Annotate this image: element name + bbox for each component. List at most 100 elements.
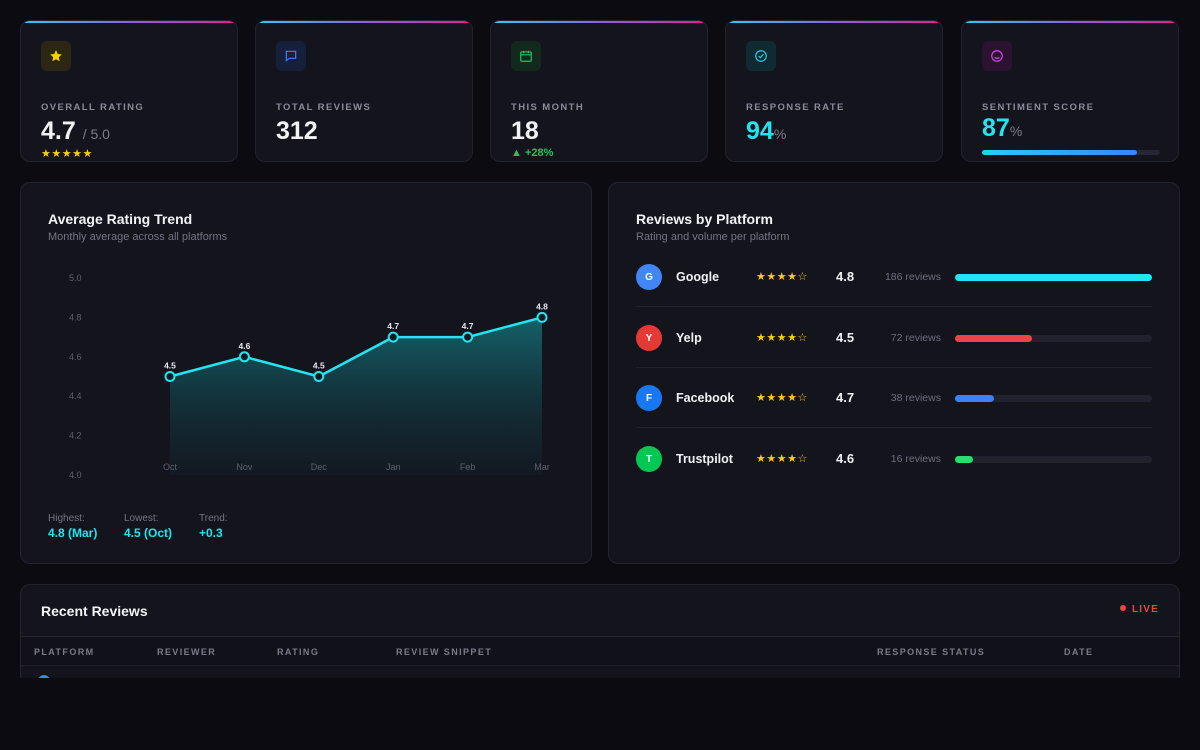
- platform-rating: 4.7: [836, 390, 855, 405]
- panel-title: Recent Reviews: [41, 603, 148, 619]
- kpi-this-month: This Month 18 ▲ +28%: [490, 20, 708, 162]
- kpi-value: 87%: [982, 114, 1022, 143]
- platform-count: 38 reviews: [890, 392, 941, 404]
- data-point: [313, 371, 325, 382]
- platform-row-google[interactable]: G Google ★★★★☆ 4.8 186 reviews: [636, 259, 1152, 295]
- stat-lowest: Lowest: 4.5 (Oct): [124, 513, 172, 540]
- platform-volume-fill: [955, 395, 995, 402]
- data-label: 4.8: [536, 301, 548, 311]
- stat-label: Trend:: [199, 513, 228, 524]
- data-point: [387, 331, 399, 343]
- data-label: 4.5: [164, 361, 176, 371]
- rating-trend-chart: 5.0 4.8 4.6 4.4 4.2 4.0 4.5 Oct 4.6 Nov 4.5 Dec 4.7 J…: [69, 273, 550, 480]
- platform-badge-icon: [38, 675, 50, 678]
- platform-row-trustpilot[interactable]: T Trustpilot ★★★★☆ 4.6 16 reviews: [636, 441, 1152, 477]
- platform-volume-bar: [955, 335, 1152, 342]
- platform-name: Trustpilot: [676, 452, 733, 466]
- row-divider: [636, 427, 1152, 428]
- kpi-label: This Month: [511, 102, 585, 113]
- platform-rating: 4.5: [836, 330, 855, 345]
- kpi-label: Overall Rating: [41, 102, 145, 113]
- kpi-value: 94%: [746, 117, 786, 146]
- table-header-row: [21, 637, 1179, 665]
- platform-row-facebook[interactable]: F Facebook ★★★★☆ 4.7 38 reviews: [636, 380, 1152, 416]
- panel-title: Reviews by Platform: [636, 211, 773, 227]
- kpi-sentiment-score: Sentiment Score 87%: [961, 20, 1179, 162]
- rating-suffix: / 5.0: [82, 126, 110, 142]
- x-tick-label: Dec: [311, 462, 328, 472]
- platform-stars: ★★★★☆: [756, 392, 808, 404]
- platform-row-yelp[interactable]: Y Yelp ★★★★☆ 4.5 72 reviews: [636, 320, 1152, 356]
- data-label: 4.5: [313, 361, 325, 371]
- check-circle-icon: [746, 41, 776, 71]
- platform-name: Google: [676, 270, 720, 284]
- data-point: [238, 351, 250, 363]
- card-accent-line: [21, 21, 237, 23]
- trend-area: [170, 317, 542, 475]
- x-tick-label: Oct: [163, 462, 178, 472]
- platform-rating: 4.8: [836, 269, 855, 284]
- sentiment-progress: [982, 150, 1160, 155]
- stat-value: 4.8 (Mar): [48, 526, 98, 540]
- header-divider: [21, 636, 1179, 637]
- platform-count: 186 reviews: [884, 271, 941, 283]
- chat-bubble-icon: [276, 41, 306, 71]
- platform-panel: Reviews by Platform Rating and volume pe…: [608, 182, 1180, 564]
- stat-trend: Trend: +0.3: [199, 513, 228, 540]
- y-tick-label: 4.2: [69, 431, 82, 441]
- data-label: 4.7: [387, 321, 399, 331]
- col-platform[interactable]: Platform: [34, 647, 95, 657]
- rating-stars: ★★★★★: [41, 148, 93, 160]
- smiley-icon: [982, 41, 1012, 71]
- platform-name: Facebook: [676, 391, 735, 405]
- recent-reviews-panel: Recent Reviews LIVE: [20, 584, 1180, 678]
- data-point: [164, 371, 176, 382]
- yelp-icon: Y: [636, 325, 662, 351]
- x-tick-label: Mar: [534, 462, 550, 472]
- y-tick-label: 4.0: [69, 470, 82, 480]
- live-dot-icon: [1119, 605, 1126, 611]
- y-tick-label: 5.0: [69, 273, 82, 283]
- data-point: [536, 311, 548, 323]
- month-change: ▲ +28%: [511, 147, 554, 159]
- live-label: LIVE: [1131, 604, 1159, 615]
- platform-rating: 4.6: [836, 451, 855, 466]
- platform-count: 16 reviews: [890, 453, 941, 465]
- row-divider: [636, 306, 1152, 307]
- platform-stars: ★★★★☆: [756, 332, 808, 344]
- rating-trend-panel: Average Rating Trend Monthly average acr…: [20, 182, 592, 564]
- rating-value: 4.7: [41, 117, 76, 145]
- col-date[interactable]: Date: [1064, 647, 1094, 657]
- card-accent-line: [256, 21, 472, 23]
- platform-volume-fill: [955, 274, 1152, 281]
- y-tick-label: 4.4: [69, 391, 82, 401]
- card-accent-line: [491, 21, 707, 23]
- col-review-snippet[interactable]: Review Snippet: [396, 647, 493, 657]
- col-rating[interactable]: Rating: [277, 647, 320, 657]
- sentiment-value: 87: [982, 114, 1010, 142]
- col-response-status[interactable]: Response Status: [877, 647, 986, 657]
- col-reviewer[interactable]: Reviewer: [157, 647, 217, 657]
- kpi-response-rate: Response Rate 94%: [725, 20, 943, 162]
- kpi-value: 4.7 / 5.0: [41, 117, 110, 146]
- stat-label: Lowest:: [124, 513, 159, 524]
- x-tick-label: Jan: [386, 462, 401, 472]
- kpi-value: 312: [276, 117, 318, 145]
- trend-line: [169, 316, 543, 378]
- x-tick-label: Feb: [460, 462, 476, 472]
- kpi-total-reviews: Total Reviews 312: [255, 20, 473, 162]
- platform-volume-bar: [955, 456, 1152, 463]
- data-label: 4.6: [238, 341, 250, 351]
- stat-highest: Highest: 4.8 (Mar): [48, 513, 97, 540]
- stat-value: +0.3: [199, 526, 223, 540]
- card-accent-line: [726, 21, 942, 23]
- y-tick-label: 4.6: [69, 352, 82, 362]
- response-suffix: %: [773, 126, 787, 142]
- platform-volume-fill: [955, 335, 1032, 342]
- star-icon: [41, 41, 71, 71]
- facebook-icon: F: [636, 385, 662, 411]
- x-tick-label: Nov: [236, 462, 253, 472]
- platform-volume-bar: [955, 395, 1152, 402]
- sentiment-suffix: %: [1009, 123, 1023, 139]
- panel-subtitle: Monthly average across all platforms: [48, 231, 228, 243]
